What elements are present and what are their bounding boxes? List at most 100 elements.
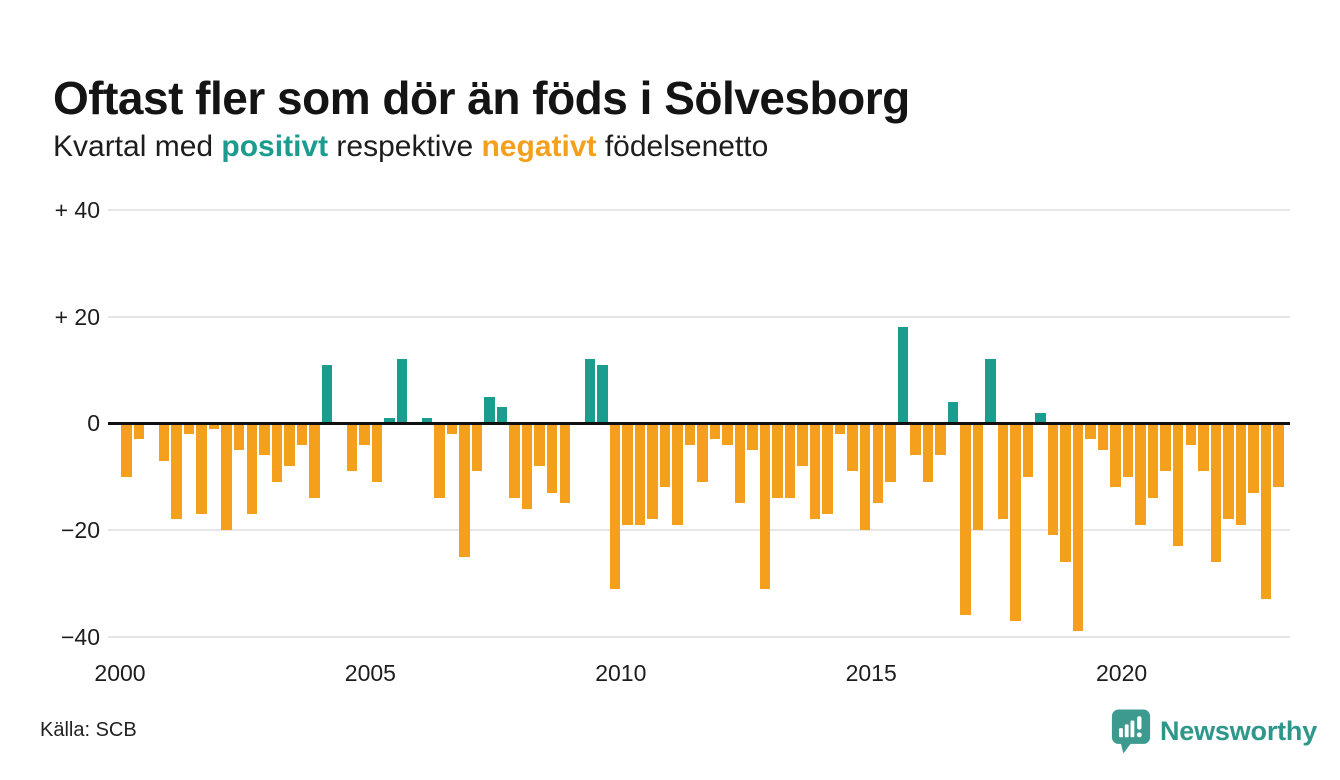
bar: [784, 423, 796, 499]
bar: [722, 423, 733, 445]
bar: [885, 423, 896, 482]
bar: [1160, 423, 1171, 472]
bar: [158, 423, 170, 461]
newsworthy-logo[interactable]: Newsworthy: [1110, 708, 1317, 755]
bar: [1035, 412, 1046, 424]
bar: [371, 423, 383, 482]
chart-subtitle: Kvartal med positivt respektive negativt…: [53, 130, 768, 164]
bar: [133, 423, 145, 440]
y-gridline: [108, 208, 1290, 211]
bar: [121, 423, 132, 477]
subtitle-middle: respektive: [328, 130, 482, 163]
bar: [509, 423, 520, 499]
bar: [1147, 423, 1159, 499]
bar: [1210, 423, 1222, 563]
y-gridline: [108, 315, 1290, 318]
bar: [584, 359, 596, 424]
bar: [1097, 423, 1109, 450]
bar: [396, 359, 408, 424]
bar: [1022, 423, 1034, 477]
bar: [484, 396, 495, 424]
y-tick-label: + 20: [54, 303, 100, 330]
bar: [622, 423, 633, 525]
bar: [772, 423, 783, 499]
bar: [259, 423, 270, 456]
bar: [459, 423, 470, 557]
bar: [321, 364, 333, 424]
bar: [709, 423, 721, 440]
bar: [647, 423, 658, 520]
bar: [1235, 423, 1247, 525]
bar: [747, 423, 758, 450]
y-tick-label: −40: [60, 623, 100, 650]
bar: [208, 423, 220, 429]
bar: [446, 423, 458, 434]
y-tick-label: −20: [60, 517, 100, 544]
bar: [947, 401, 959, 424]
bar: [1185, 423, 1196, 445]
bar: [985, 359, 996, 424]
bar: [171, 423, 182, 520]
bar: [384, 417, 395, 424]
bar: [847, 423, 858, 472]
bar: [1085, 423, 1096, 440]
bar: [1122, 423, 1134, 477]
bar: [421, 417, 433, 424]
bar: [609, 423, 621, 589]
bar: [271, 423, 283, 482]
bar: [697, 423, 708, 482]
source-note: Källa: SCB: [40, 719, 137, 741]
bar: [196, 423, 207, 515]
bar: [471, 423, 483, 472]
bar: [359, 423, 370, 445]
bar: [183, 423, 195, 434]
bar: [1047, 423, 1059, 536]
x-tick-label: 2010: [595, 660, 647, 686]
bar: [822, 423, 833, 515]
bar: [521, 423, 533, 509]
bar: [960, 423, 971, 616]
y-gridline: [108, 635, 1290, 638]
bar: [246, 423, 257, 515]
subtitle-suffix: födelsenetto: [596, 130, 769, 163]
brand-name: Newsworthy: [1160, 716, 1318, 746]
bar: [997, 423, 1009, 520]
bar: [496, 407, 508, 424]
bar: [346, 423, 358, 472]
bar: [972, 423, 984, 531]
zero-axis-line: [108, 422, 1290, 425]
bar: [1223, 423, 1234, 520]
bar: [559, 423, 570, 504]
bar: [809, 423, 821, 520]
bar: [1110, 423, 1121, 488]
bar: [1060, 423, 1071, 563]
bar: [296, 423, 308, 445]
bar: [1273, 423, 1284, 488]
bar: [1248, 423, 1259, 493]
bar: [759, 423, 771, 589]
bar: [1010, 423, 1021, 621]
bar: [597, 364, 608, 424]
x-tick-label: 2015: [845, 660, 897, 686]
bar: [309, 423, 320, 499]
bar: [1072, 423, 1084, 632]
bar: [910, 423, 921, 456]
bar: [1172, 423, 1184, 547]
x-tick-label: 2020: [1096, 660, 1148, 686]
bar: [1260, 423, 1272, 600]
bar: [634, 423, 646, 525]
bar: [233, 423, 245, 450]
bar: [834, 423, 846, 434]
bar: [797, 423, 808, 466]
bar: [546, 423, 558, 493]
newsworthy-speech-bubble-chart-icon: [1110, 708, 1152, 755]
bar: [1135, 423, 1146, 525]
page-title: Oftast fler som dör än föds i Sölvesborg: [53, 71, 910, 124]
bar: [935, 423, 946, 456]
subtitle-positive-word: positivt: [221, 130, 329, 163]
bar: [684, 423, 696, 445]
bar: [897, 327, 909, 424]
y-tick-label: 0: [87, 410, 100, 437]
bar: [434, 423, 445, 499]
